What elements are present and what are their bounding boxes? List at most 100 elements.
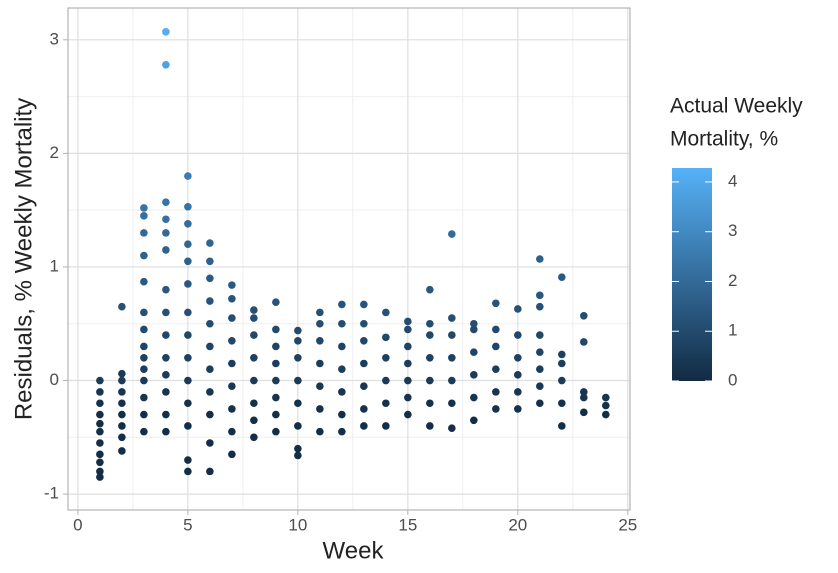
x-tick-label: 25 xyxy=(618,515,637,534)
colorbar xyxy=(672,168,712,381)
point xyxy=(206,388,214,396)
point xyxy=(316,427,324,436)
point xyxy=(536,331,544,339)
point xyxy=(96,467,104,476)
point xyxy=(536,291,544,300)
point xyxy=(536,302,544,311)
point xyxy=(184,219,192,228)
point xyxy=(184,331,192,339)
point xyxy=(338,365,346,373)
y-tick-label: 2 xyxy=(50,143,59,162)
point xyxy=(250,314,258,322)
point xyxy=(448,354,456,362)
point xyxy=(96,427,104,436)
point xyxy=(206,342,214,351)
point xyxy=(140,308,148,317)
point xyxy=(96,388,104,396)
point xyxy=(206,239,214,247)
point xyxy=(536,348,544,356)
point xyxy=(316,336,324,345)
point xyxy=(580,408,588,417)
point xyxy=(492,325,500,334)
point xyxy=(228,314,236,322)
point xyxy=(184,354,192,362)
point xyxy=(140,342,148,351)
point xyxy=(382,422,390,430)
point xyxy=(536,365,544,373)
y-tick-label: -1 xyxy=(44,484,59,503)
point xyxy=(404,325,412,334)
point xyxy=(404,376,412,385)
y-tick-label: 1 xyxy=(50,256,59,275)
point xyxy=(602,401,610,410)
point xyxy=(206,410,214,419)
x-tick-label: 15 xyxy=(398,515,417,534)
point xyxy=(580,388,588,396)
point xyxy=(514,405,522,413)
point xyxy=(338,319,346,328)
colorbar-label: 4 xyxy=(728,171,737,190)
point xyxy=(338,388,346,396)
point xyxy=(162,371,170,379)
point xyxy=(272,410,280,419)
point xyxy=(140,365,148,373)
point xyxy=(448,376,456,385)
point xyxy=(272,376,280,385)
point xyxy=(162,427,170,436)
point xyxy=(558,273,566,281)
point xyxy=(118,433,126,442)
point xyxy=(162,354,170,362)
point xyxy=(184,399,192,408)
point xyxy=(316,382,324,391)
point xyxy=(250,331,258,339)
point xyxy=(272,342,280,351)
point xyxy=(360,319,368,328)
point xyxy=(470,416,478,425)
point xyxy=(470,348,478,356)
point xyxy=(404,342,412,351)
point xyxy=(316,405,324,413)
point xyxy=(382,333,390,342)
point xyxy=(96,376,104,385)
point xyxy=(118,376,126,385)
point xyxy=(140,354,148,362)
point xyxy=(514,331,522,339)
point xyxy=(206,467,214,476)
point xyxy=(448,230,456,238)
point xyxy=(316,308,324,317)
point xyxy=(272,393,280,402)
point xyxy=(360,359,368,368)
colorbar-label: 2 xyxy=(728,271,737,290)
point xyxy=(426,422,434,430)
point xyxy=(140,325,148,334)
x-tick-label: 10 xyxy=(288,515,307,534)
point xyxy=(184,202,192,211)
point xyxy=(162,388,170,396)
point xyxy=(558,359,566,368)
point xyxy=(448,314,456,322)
point xyxy=(558,399,566,408)
point xyxy=(272,298,280,306)
point xyxy=(228,336,236,345)
point xyxy=(294,376,302,385)
point xyxy=(294,399,302,408)
point xyxy=(228,359,236,368)
point xyxy=(426,376,434,385)
point xyxy=(580,338,588,346)
point xyxy=(294,451,302,460)
y-tick-label: 0 xyxy=(50,370,59,389)
point xyxy=(96,450,104,459)
point xyxy=(536,255,544,263)
point xyxy=(250,399,258,408)
point xyxy=(206,319,214,328)
point xyxy=(272,325,280,334)
point xyxy=(228,427,236,436)
point xyxy=(162,246,170,254)
point xyxy=(448,399,456,408)
point xyxy=(536,382,544,391)
point xyxy=(162,308,170,317)
point xyxy=(338,427,346,436)
point xyxy=(96,419,104,428)
point xyxy=(140,212,148,220)
point xyxy=(118,369,126,378)
